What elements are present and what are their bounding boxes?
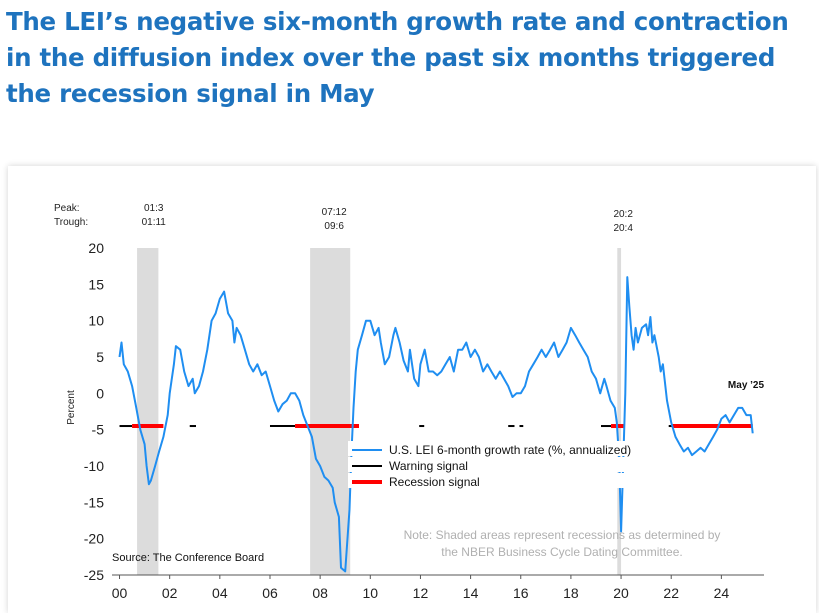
y-tick-label: -20 (84, 531, 104, 547)
recession-peak-date: 01:3 (144, 203, 164, 214)
x-tick-label: 18 (563, 585, 579, 601)
x-tick-label: 04 (212, 585, 228, 601)
x-tick-label: 16 (513, 585, 529, 601)
x-tick-label: 14 (463, 585, 479, 601)
legend-backdrop (348, 441, 652, 456)
x-tick-label: 00 (112, 585, 128, 601)
legend-backdrop (348, 457, 652, 472)
recession-peak-date: 20:2 (613, 209, 633, 220)
recession-trough-date: 20:4 (613, 223, 633, 234)
legend-backdrop (348, 473, 652, 488)
recession-shading (137, 248, 159, 575)
lei-chart: Peak: Trough: 01:3 01:11 07:12 09:6 20:2 20:4 20… (54, 203, 765, 601)
legend-lei-label: U.S. LEI 6-month growth rate (%, annuali… (389, 443, 631, 457)
y-tick-label: 20 (88, 240, 104, 256)
recession-shading (310, 248, 351, 575)
trough-label: Trough: (54, 217, 88, 228)
x-tick-label: 02 (162, 585, 178, 601)
recession-trough-date: 01:11 (142, 217, 167, 228)
chart-panel: Peak: Trough: 01:3 01:11 07:12 09:6 20:2 20:4 20… (8, 166, 816, 613)
y-tick-label: 15 (88, 276, 104, 292)
recession-peak-date: 07:12 (322, 207, 347, 218)
legend-warning-label: Warning signal (389, 459, 468, 473)
x-tick-label: 08 (312, 585, 328, 601)
x-tick-label: 06 (262, 585, 278, 601)
y-tick-label: 5 (96, 349, 104, 365)
lei-growth-line (118, 276, 754, 573)
y-tick-label: -25 (84, 567, 104, 583)
chart-headline: The LEI’s negative six-month growth rate… (6, 7, 789, 108)
y-tick-label: 0 (96, 385, 104, 401)
recession-shading (617, 248, 622, 575)
recession-note-line1: Note: Shaded areas represent recessions … (404, 528, 721, 542)
latest-annotation: May ’25 (728, 380, 765, 391)
chart-source: Source: The Conference Board (112, 552, 264, 564)
y-axis-title: Percent (66, 390, 77, 425)
legend-recession-label: Recession signal (389, 475, 480, 489)
x-tick-label: 12 (413, 585, 429, 601)
x-tick-label: 22 (663, 585, 679, 601)
x-tick-label: 24 (714, 585, 730, 601)
y-tick-label: -5 (92, 422, 105, 438)
x-tick-label: 10 (363, 585, 379, 601)
recession-trough-date: 09:6 (324, 221, 344, 232)
y-tick-label: -15 (84, 494, 104, 510)
recession-note-line2: the NBER Business Cycle Dating Committee… (441, 545, 682, 559)
y-tick-label: -10 (84, 458, 104, 474)
peak-label: Peak: (54, 203, 80, 214)
y-tick-label: 10 (88, 313, 104, 329)
x-tick-label: 20 (613, 585, 629, 601)
